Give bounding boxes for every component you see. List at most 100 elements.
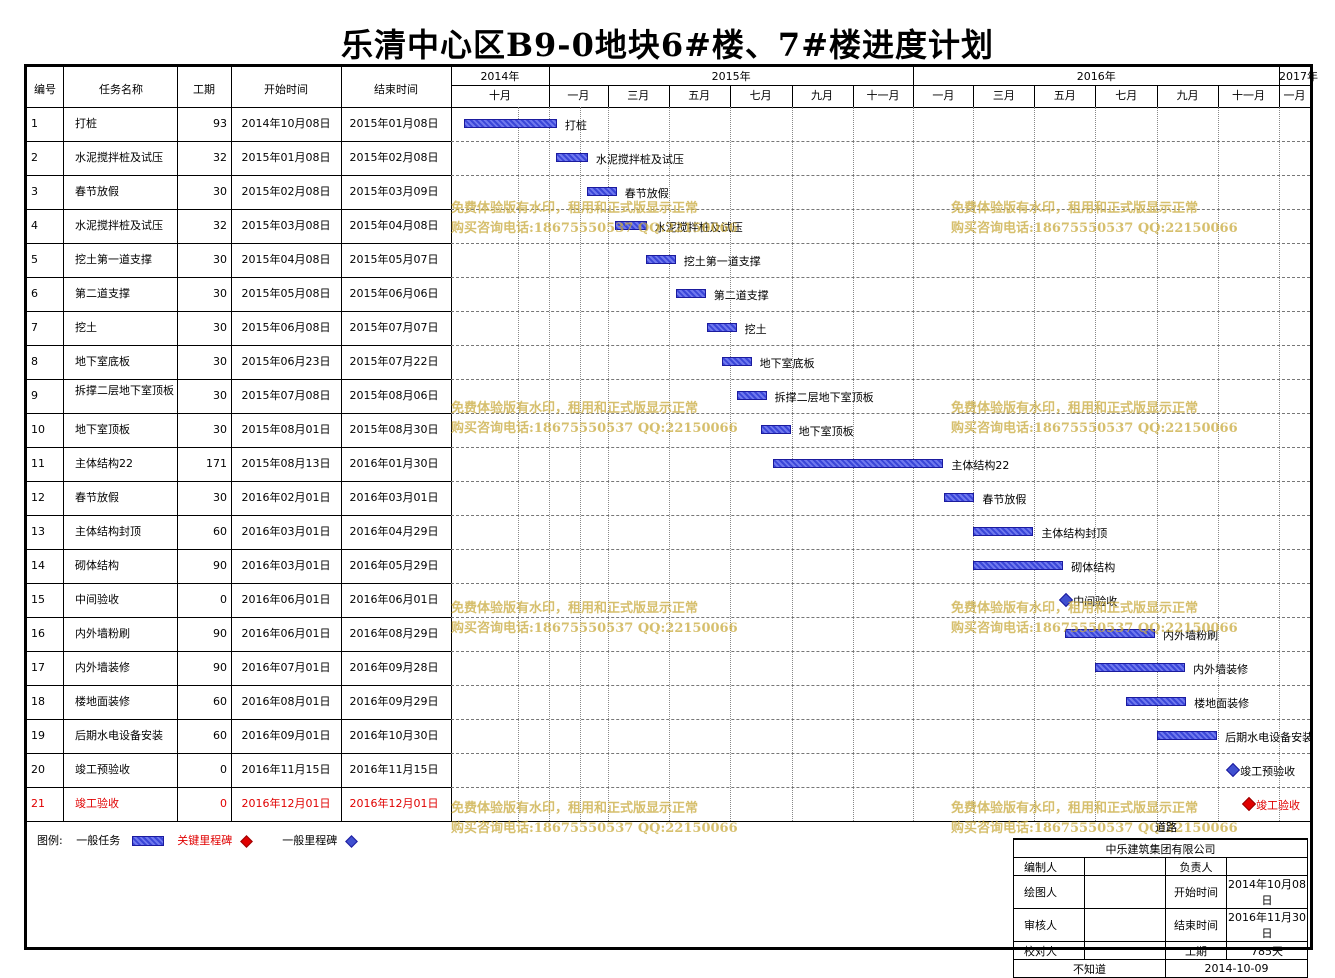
month-label: 七月 [1115,89,1138,102]
task-start: 2015年08月13日 [241,457,331,470]
unknown-note: 不知道 [1013,959,1166,978]
task-start: 2015年05月08日 [241,287,331,300]
gantt-bar[interactable] [1095,663,1186,672]
year-label: 2014年 [480,70,520,83]
gantt-bar[interactable] [973,527,1034,536]
header-name: 任务名称 [99,83,143,96]
gantt-bar-label: 内外墙装修 [1193,663,1249,676]
task-end: 2016年01月30日 [349,457,439,470]
task-end: 2016年04月29日 [349,525,439,538]
column-rule [63,67,64,821]
gantt-bar-label: 春节放假 [624,187,669,200]
gantt-bar-label: 砌体结构 [1071,561,1116,574]
row-gridline [451,787,1310,788]
task-no: 11 [31,457,45,470]
task-end: 2016年11月15日 [349,763,439,776]
task-no: 17 [31,661,45,674]
row-rule [27,277,451,278]
task-start: 2014年10月08日 [241,117,331,130]
critical-milestone-icon[interactable] [1241,796,1257,812]
task-start: 2016年12月01日 [241,797,331,810]
gantt-bar[interactable] [1126,697,1187,706]
gantt-bar-label: 内外墙粉刷 [1163,629,1219,642]
month-label: 九月 [1176,89,1199,102]
task-name: 楼地面装修 [75,695,130,708]
task-end: 2016年05月29日 [349,559,439,572]
gantt-bar[interactable] [586,187,617,196]
gantt-bar[interactable] [555,153,588,162]
gantt-bar[interactable] [736,391,767,400]
task-no: 16 [31,627,45,640]
row-rule [27,651,451,652]
task-duration: 30 [213,253,227,266]
task-start: 2016年02月01日 [241,491,331,504]
row-gridline [451,583,1310,584]
drawer-label: 绘图人 [1013,875,1085,909]
gantt-bar[interactable] [675,289,706,298]
task-name: 水泥搅拌桩及试压 [75,219,163,232]
task-start: 2016年08月01日 [241,695,331,708]
task-name: 水泥搅拌桩及试压 [75,151,163,164]
task-start: 2015年06月23日 [241,355,331,368]
checker-label: 校对人 [1013,941,1085,960]
gantt-bar[interactable] [645,255,676,264]
task-duration: 90 [213,661,227,674]
row-gridline [451,481,1310,482]
row-rule [27,685,451,686]
month-label: 九月 [811,89,834,102]
row-rule [27,583,451,584]
gantt-bar[interactable] [721,357,752,366]
gantt-bar[interactable] [944,493,975,502]
gantt-bar[interactable] [1065,629,1156,638]
milestone-icon[interactable] [1226,762,1241,778]
task-start: 2016年11月15日 [241,763,331,776]
task-no: 4 [31,219,38,232]
gantt-bar[interactable] [614,221,647,230]
start-value: 2014年10月08日 [1226,875,1308,909]
gantt-bar[interactable] [760,425,791,434]
row-rule [27,617,451,618]
reviewer-value [1084,908,1166,942]
header-duration: 工期 [193,83,215,96]
row-rule [27,753,451,754]
task-name: 地下室顶板 [75,423,130,436]
gantt-bar-label: 拆撑二层地下室顶板 [774,391,874,404]
row-gridline [451,617,1310,618]
drawer-value [1084,875,1166,909]
gantt-bar[interactable] [1157,731,1218,740]
gantt-bar[interactable] [706,323,737,332]
row-rule [27,719,451,720]
month-gridline [668,107,670,821]
minor-gridline [579,107,581,821]
month-divider [668,85,670,107]
task-start: 2016年03月01日 [241,559,331,572]
row-gridline [451,447,1310,448]
gantt-bar[interactable] [973,561,1064,570]
watermark-1: 免费体验版有水印，租用和正式版显示正常 购买咨询电话:18675550537 QQ… [451,201,738,236]
task-end: 2016年09月29日 [349,695,439,708]
row-gridline [451,651,1310,652]
header-end: 结束时间 [374,83,418,96]
row-rule [27,447,451,448]
task-end: 2015年01月08日 [349,117,439,130]
task-start: 2015年03月08日 [241,219,331,232]
row-gridline [451,753,1310,754]
row-gridline [451,413,1310,414]
info-box-rule [1013,838,1308,839]
gantt-bar-label: 后期水电设备安装 [1225,731,1314,744]
watermark-7: 免费体验版有水印，租用和正式版显示正常 购买咨询电话:18675550537 QQ… [451,801,738,836]
task-no: 15 [31,593,45,606]
task-name: 砌体结构 [75,559,119,572]
task-end: 2016年08月29日 [349,627,439,640]
table-bottom-rule [27,821,1310,822]
task-no: 14 [31,559,45,572]
task-duration: 90 [213,559,227,572]
gantt-bar[interactable] [463,119,557,128]
gantt-frame: 编号 任务名称 工期 开始时间 结束时间 2014年 2015年 2016年 2017… [24,64,1318,978]
watermark-2: 免费体验版有水印，租用和正式版显示正常 购买咨询电话:18675550537 QQ… [951,201,1238,236]
gantt-bar[interactable] [772,459,944,468]
task-no: 12 [31,491,45,504]
page-title: 乐清中心区B9-0地块6#楼、7#楼进度计划 [340,26,995,64]
task-name: 挖土 [75,321,97,334]
month-label: 五月 [688,89,711,102]
